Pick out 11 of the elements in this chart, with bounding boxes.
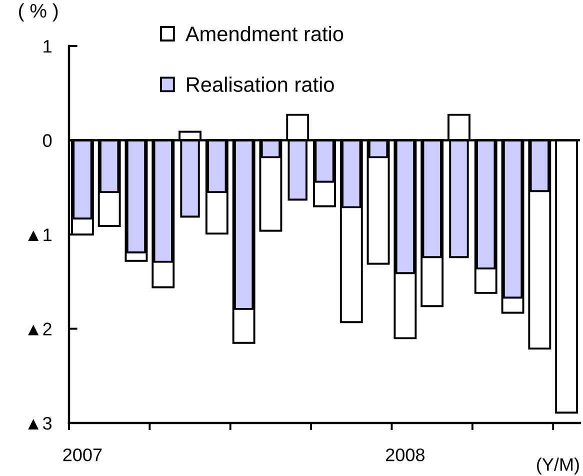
legend-label: Realisation ratio — [187, 76, 334, 92]
x-axis-title: (Y/M) — [536, 458, 579, 475]
y-tick-label: 0 — [43, 134, 52, 147]
x-tick-label: 2008 — [386, 448, 424, 462]
x-tick-label: 2007 — [63, 448, 102, 462]
y-tick-label: ▲3 — [28, 416, 52, 430]
legend-label: Amendment ratio — [185, 26, 344, 42]
y-tick-label: 1 — [44, 40, 52, 53]
y-tick-label: ▲2 — [28, 322, 52, 336]
y-tick-label: ▲1 — [28, 228, 52, 242]
y-axis-title: ( % ) — [19, 3, 58, 22]
